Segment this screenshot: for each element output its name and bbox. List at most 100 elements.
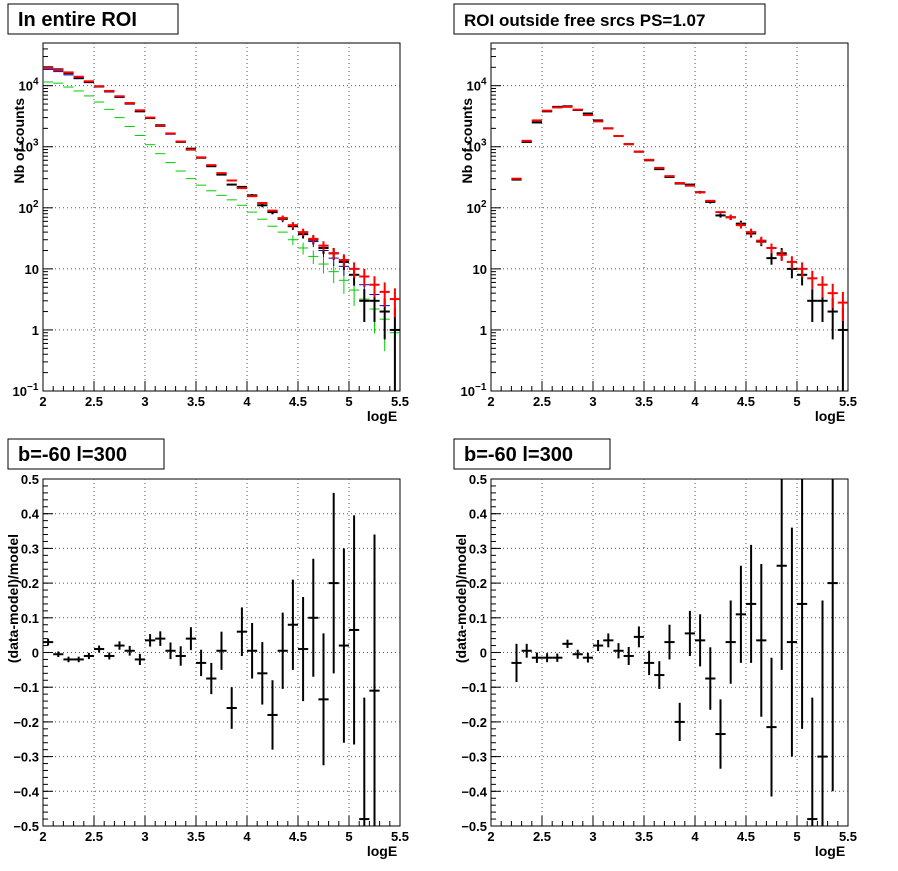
data-point <box>552 653 563 662</box>
data-point <box>807 270 818 289</box>
data-point <box>613 643 624 659</box>
data-point <box>124 645 135 656</box>
chart-title-box <box>453 3 766 35</box>
data-point <box>725 214 736 221</box>
data-point <box>349 262 360 278</box>
y-tick-label: 10 <box>19 140 33 155</box>
y-tick-label: 10 <box>19 79 33 94</box>
data-point <box>287 579 298 670</box>
x-tick-label: 4.5 <box>289 394 307 409</box>
y-tick-label: 0 <box>480 646 487 661</box>
y-axis-label: (data-model)/model <box>5 534 21 663</box>
y-tick-exponent: −1 <box>27 382 39 393</box>
x-tick-label: 3.5 <box>635 394 653 409</box>
data-point <box>318 241 329 251</box>
y-tick-label: −0.3 <box>461 750 487 765</box>
x-tick-label: 2.5 <box>533 829 551 844</box>
x-tick-label: 2.5 <box>85 394 103 409</box>
x-tick-label: 5.5 <box>391 394 409 409</box>
data-point <box>114 641 125 650</box>
data-point <box>196 649 207 677</box>
x-tick-label: 2 <box>487 394 494 409</box>
data-point <box>521 643 532 658</box>
data-point <box>582 652 593 663</box>
data-series-data <box>511 105 848 391</box>
x-tick-label: 5.5 <box>391 829 409 844</box>
data-point <box>257 642 268 705</box>
data-point <box>359 268 370 288</box>
data-point <box>145 634 156 647</box>
y-tick-exponent: 2 <box>33 199 39 210</box>
y-tick-label: −0.2 <box>461 715 487 730</box>
data-point <box>684 610 695 656</box>
y-tick-label: −0.4 <box>13 784 39 799</box>
chart-title: b=-60 l=300 <box>464 444 573 466</box>
x-tick-label: 3 <box>141 394 148 409</box>
y-axis-label: Nb of counts <box>11 98 27 184</box>
x-tick-label: 5 <box>345 394 352 409</box>
data-point <box>633 626 644 648</box>
data-point <box>206 662 217 695</box>
data-point <box>359 289 370 322</box>
data-series-blue <box>43 68 400 381</box>
chart-title: b=-60 l=300 <box>18 444 127 466</box>
y-tick-label: 1 <box>32 323 39 338</box>
data-point <box>542 653 553 663</box>
x-axis-label: logE <box>367 843 397 859</box>
x-tick-label: 5.5 <box>839 829 857 844</box>
x-tick-label: 5 <box>793 829 800 844</box>
y-tick-label: 10 <box>25 262 39 277</box>
y-tick-label: 10 <box>467 79 481 94</box>
chart-title-box <box>7 438 165 470</box>
data-point <box>216 631 227 670</box>
y-tick-label: 1 <box>480 323 487 338</box>
y-tick-label: 0.5 <box>21 472 39 487</box>
y-tick-label: 0.5 <box>469 472 487 487</box>
data-point <box>827 479 838 792</box>
data-point <box>511 643 522 682</box>
y-tick-label: 0 <box>32 646 39 661</box>
plot-frame <box>42 42 401 392</box>
x-tick-label: 4 <box>243 394 251 409</box>
x-tick-label: 2 <box>39 394 46 409</box>
x-tick-label: 4.5 <box>289 829 307 844</box>
data-point <box>328 492 339 674</box>
data-point <box>298 242 309 255</box>
chart-title: ROI outside free srcs PS=1.07 <box>464 11 705 30</box>
x-tick-label: 4.5 <box>737 394 755 409</box>
data-point <box>379 282 390 307</box>
plot-panel-3: 2 2.5 3 3.5 4 4.5 5 5.5 −0.5 −0.4 −0.3 −0.2 −0.1 0 0.1… <box>5 438 409 859</box>
y-tick-label: −0.5 <box>461 819 487 834</box>
data-series-model <box>43 66 400 318</box>
data-point <box>746 544 757 663</box>
data-point <box>308 250 319 265</box>
chart-title: In entire ROI <box>18 9 137 31</box>
data-point <box>695 614 706 667</box>
y-tick-label: 0.3 <box>469 541 487 556</box>
data-point <box>674 702 685 741</box>
data-point <box>531 652 542 663</box>
y-tick-label: −0.3 <box>13 750 39 765</box>
data-point <box>766 243 777 254</box>
x-tick-label: 3 <box>589 829 596 844</box>
data-point <box>746 228 757 237</box>
y-tick-label: −0.1 <box>461 680 487 695</box>
data-point <box>562 639 573 648</box>
data-point <box>837 307 848 391</box>
y-axis-label: (data-model)/model <box>453 534 469 663</box>
y-tick-label: 10 <box>473 262 487 277</box>
data-point <box>226 687 237 729</box>
data-point <box>715 699 726 769</box>
y-tick-exponent: 4 <box>33 77 39 88</box>
data-point <box>134 653 145 665</box>
data-point <box>94 645 105 653</box>
x-axis-label: logE <box>815 408 845 424</box>
data-point <box>257 203 268 208</box>
y-tick-label: −0.5 <box>13 819 39 834</box>
x-axis-label: logE <box>815 843 845 859</box>
y-tick-label: 10 <box>461 384 475 399</box>
x-tick-label: 2 <box>39 829 46 844</box>
